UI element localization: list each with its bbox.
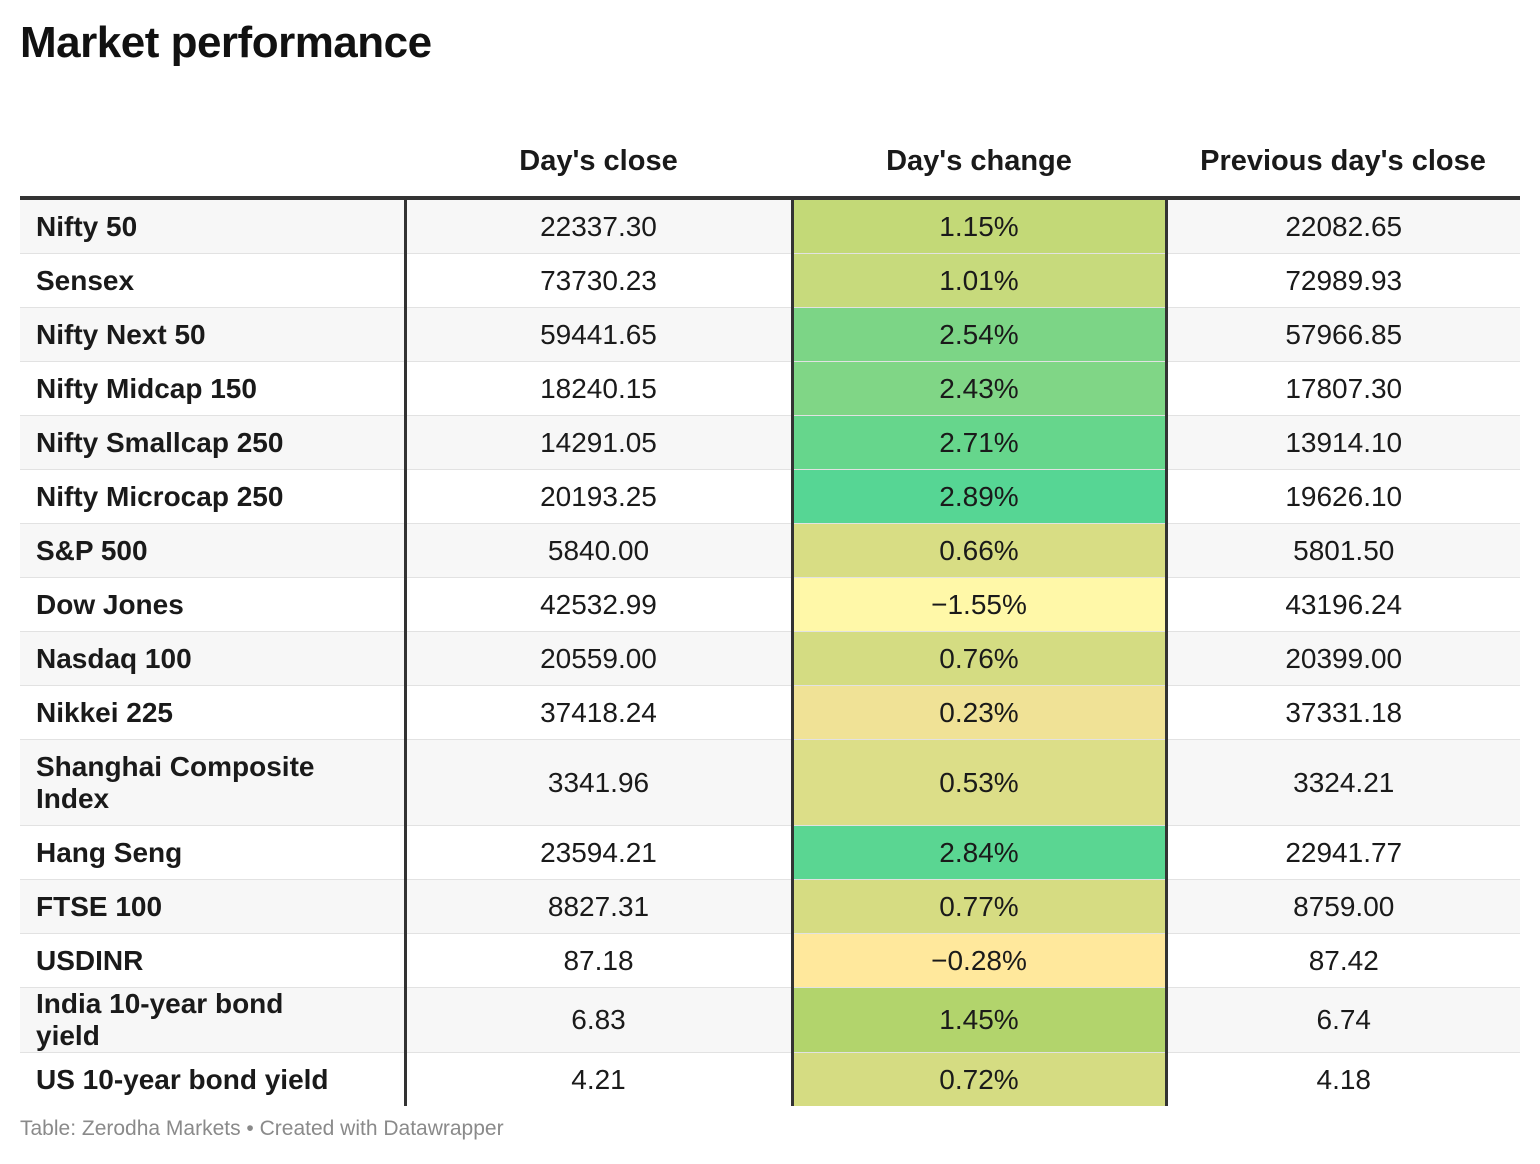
days-close-cell: 5840.00 bbox=[405, 523, 794, 578]
days-close-cell: 87.18 bbox=[405, 933, 794, 988]
previous-close-cell: 13914.10 bbox=[1166, 415, 1520, 470]
days-change-cell: 1.45% bbox=[792, 987, 1168, 1053]
previous-close-cell: 3324.21 bbox=[1166, 739, 1520, 826]
row-name-cell: S&P 500 bbox=[20, 523, 407, 578]
row-name-cell: Nifty Smallcap 250 bbox=[20, 415, 407, 470]
days-close-cell: 37418.24 bbox=[405, 685, 794, 740]
previous-close-cell: 17807.30 bbox=[1166, 361, 1520, 416]
table-row: India 10-year bond yield 6.83 1.45% 6.74 bbox=[20, 987, 1520, 1053]
row-name-cell: Hang Seng bbox=[20, 825, 407, 880]
row-name-cell: FTSE 100 bbox=[20, 879, 407, 934]
days-close-cell: 18240.15 bbox=[405, 361, 794, 416]
previous-close-cell: 22941.77 bbox=[1166, 825, 1520, 880]
days-change-cell: 2.54% bbox=[792, 307, 1168, 362]
previous-close-cell: 57966.85 bbox=[1166, 307, 1520, 362]
row-name-cell: India 10-year bond yield bbox=[20, 987, 407, 1053]
table-row: Nifty Microcap 250 20193.25 2.89% 19626.10 bbox=[20, 469, 1520, 524]
days-close-cell: 6.83 bbox=[405, 987, 794, 1053]
table-body: Nifty 50 22337.30 1.15% 22082.65 Sensex 73730… bbox=[20, 198, 1520, 1106]
table-row: Sensex 73730.23 1.01% 72989.93 bbox=[20, 253, 1520, 308]
table-row: S&P 500 5840.00 0.66% 5801.50 bbox=[20, 523, 1520, 578]
days-change-cell: 1.15% bbox=[792, 198, 1168, 254]
row-name-cell: Nifty 50 bbox=[20, 198, 407, 254]
previous-close-cell: 72989.93 bbox=[1166, 253, 1520, 308]
table-row: Dow Jones 42532.99 −1.55% 43196.24 bbox=[20, 577, 1520, 632]
previous-close-cell: 8759.00 bbox=[1166, 879, 1520, 934]
previous-close-cell: 87.42 bbox=[1166, 933, 1520, 988]
previous-close-cell: 22082.65 bbox=[1166, 198, 1520, 254]
days-change-cell: −1.55% bbox=[792, 577, 1168, 632]
table-row: FTSE 100 8827.31 0.77% 8759.00 bbox=[20, 879, 1520, 934]
days-change-cell: 0.53% bbox=[792, 739, 1168, 826]
days-change-cell: 2.71% bbox=[792, 415, 1168, 470]
previous-close-cell: 19626.10 bbox=[1166, 469, 1520, 524]
chart-title: Market performance bbox=[20, 18, 432, 67]
previous-close-cell: 20399.00 bbox=[1166, 631, 1520, 686]
header-days-change[interactable]: Day's change bbox=[792, 112, 1166, 200]
table-row: Shanghai Composite Index 3341.96 0.53% 3324… bbox=[20, 739, 1520, 826]
days-close-cell: 23594.21 bbox=[405, 825, 794, 880]
days-close-cell: 20193.25 bbox=[405, 469, 794, 524]
table-row: Nikkei 225 37418.24 0.23% 37331.18 bbox=[20, 685, 1520, 740]
days-close-cell: 14291.05 bbox=[405, 415, 794, 470]
table-row: Nifty Next 50 59441.65 2.54% 57966.85 bbox=[20, 307, 1520, 362]
days-change-cell: 2.89% bbox=[792, 469, 1168, 524]
days-change-cell: 0.77% bbox=[792, 879, 1168, 934]
header-row: Day's close Day's change Previous day's … bbox=[20, 112, 1520, 200]
previous-close-cell: 6.74 bbox=[1166, 987, 1520, 1053]
table-row: Nasdaq 100 20559.00 0.76% 20399.00 bbox=[20, 631, 1520, 686]
days-close-cell: 42532.99 bbox=[405, 577, 794, 632]
row-name-cell: US 10-year bond yield bbox=[20, 1052, 407, 1106]
header-previous-close[interactable]: Previous day's close bbox=[1166, 112, 1520, 200]
table-row: USDINR 87.18 −0.28% 87.42 bbox=[20, 933, 1520, 988]
days-close-cell: 4.21 bbox=[405, 1052, 794, 1106]
days-close-cell: 59441.65 bbox=[405, 307, 794, 362]
market-performance-table: Day's close Day's change Previous day's … bbox=[20, 112, 1520, 1106]
previous-close-cell: 43196.24 bbox=[1166, 577, 1520, 632]
row-name-cell: Shanghai Composite Index bbox=[20, 739, 407, 826]
days-close-cell: 8827.31 bbox=[405, 879, 794, 934]
table-row: Hang Seng 23594.21 2.84% 22941.77 bbox=[20, 825, 1520, 880]
table-row: US 10-year bond yield 4.21 0.72% 4.18 bbox=[20, 1052, 1520, 1106]
days-change-cell: 0.23% bbox=[792, 685, 1168, 740]
table-row: Nifty Midcap 150 18240.15 2.43% 17807.30 bbox=[20, 361, 1520, 416]
row-name-cell: Nifty Microcap 250 bbox=[20, 469, 407, 524]
row-name-cell: Nikkei 225 bbox=[20, 685, 407, 740]
row-name-cell: Sensex bbox=[20, 253, 407, 308]
days-change-cell: 0.72% bbox=[792, 1052, 1168, 1106]
days-close-cell: 3341.96 bbox=[405, 739, 794, 826]
days-change-cell: −0.28% bbox=[792, 933, 1168, 988]
header-name[interactable] bbox=[20, 112, 405, 200]
days-change-cell: 2.43% bbox=[792, 361, 1168, 416]
row-name-cell: Dow Jones bbox=[20, 577, 407, 632]
days-change-cell: 0.66% bbox=[792, 523, 1168, 578]
days-close-cell: 20559.00 bbox=[405, 631, 794, 686]
previous-close-cell: 5801.50 bbox=[1166, 523, 1520, 578]
row-name-cell: Nifty Midcap 150 bbox=[20, 361, 407, 416]
header-days-close[interactable]: Day's close bbox=[405, 112, 792, 200]
previous-close-cell: 4.18 bbox=[1166, 1052, 1520, 1106]
days-change-cell: 2.84% bbox=[792, 825, 1168, 880]
row-name-cell: Nifty Next 50 bbox=[20, 307, 407, 362]
row-name-cell: USDINR bbox=[20, 933, 407, 988]
previous-close-cell: 37331.18 bbox=[1166, 685, 1520, 740]
days-change-cell: 1.01% bbox=[792, 253, 1168, 308]
source-note: Table: Zerodha Markets • Created with Da… bbox=[20, 1117, 504, 1140]
days-close-cell: 73730.23 bbox=[405, 253, 794, 308]
row-name-cell: Nasdaq 100 bbox=[20, 631, 407, 686]
days-change-cell: 0.76% bbox=[792, 631, 1168, 686]
table-row: Nifty Smallcap 250 14291.05 2.71% 13914.10 bbox=[20, 415, 1520, 470]
days-close-cell: 22337.30 bbox=[405, 198, 794, 254]
table-row: Nifty 50 22337.30 1.15% 22082.65 bbox=[20, 198, 1520, 254]
